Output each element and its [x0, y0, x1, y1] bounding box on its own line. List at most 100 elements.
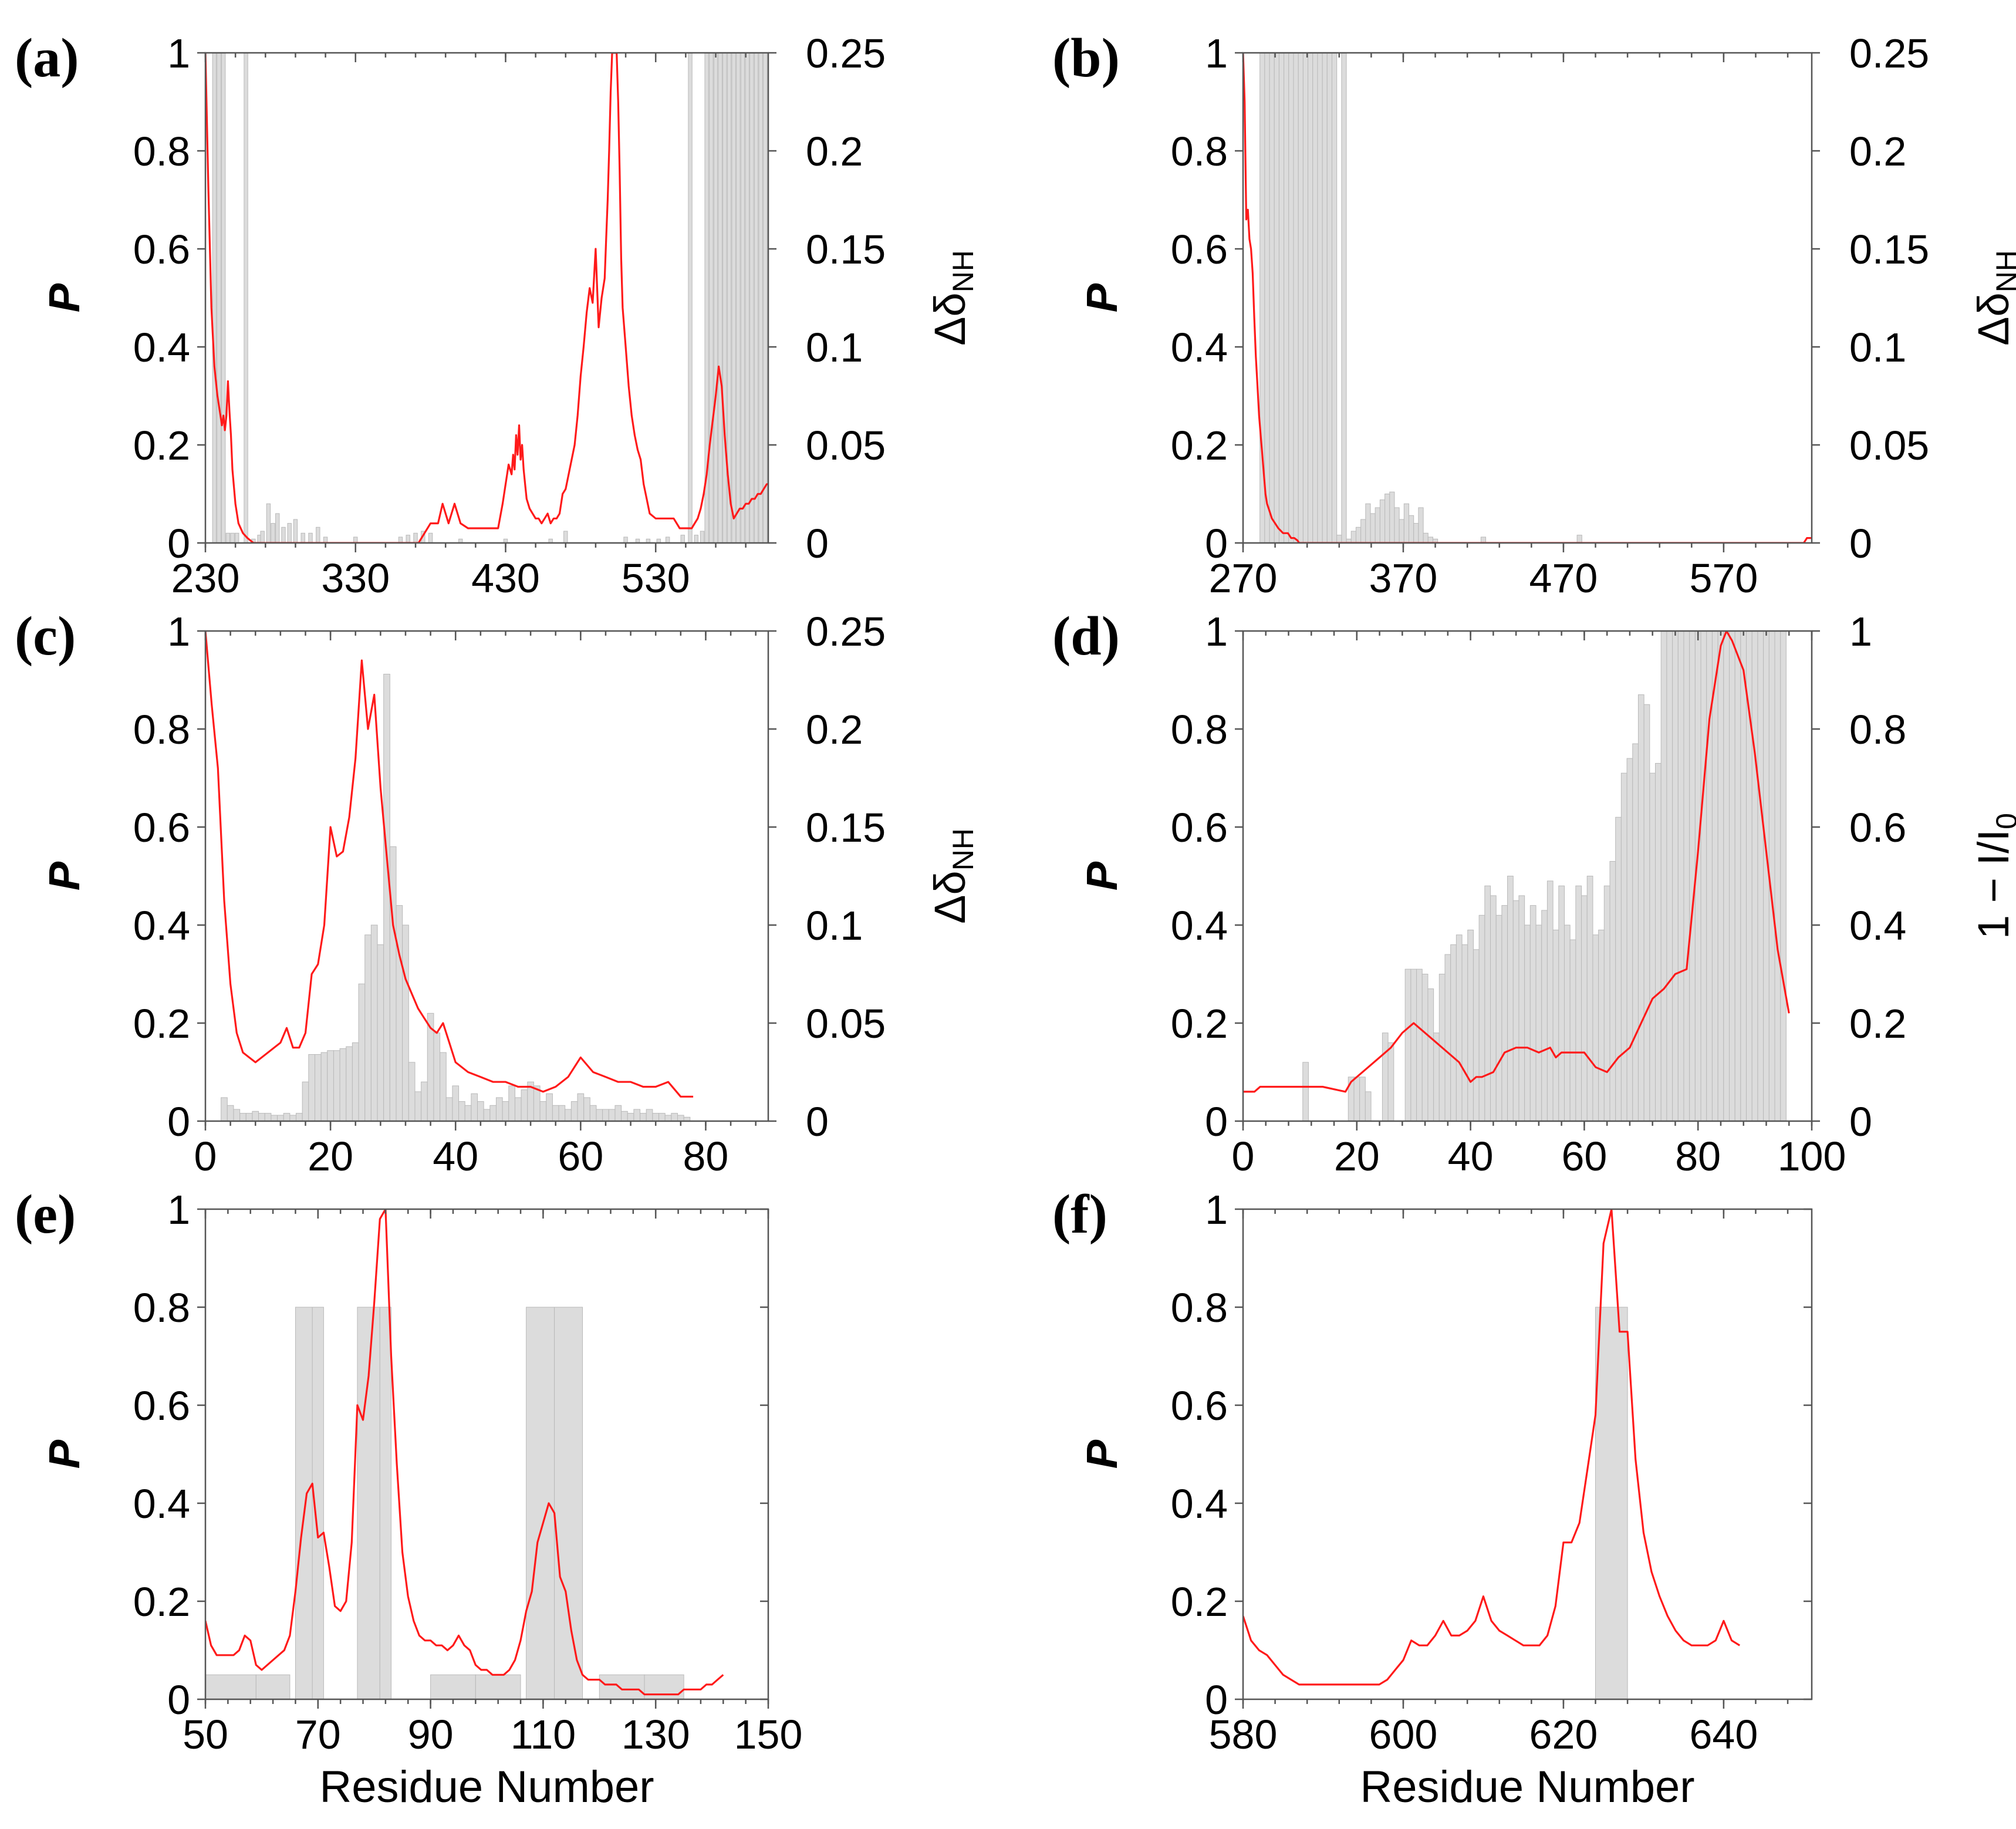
- bar: [1558, 885, 1565, 1121]
- bar: [1375, 507, 1380, 543]
- y-tick-label: 1: [1205, 31, 1228, 76]
- bar: [1293, 53, 1299, 543]
- probability-line: [205, 53, 768, 543]
- y-axis-label: P: [40, 1439, 89, 1469]
- bar: [428, 532, 433, 543]
- x-tick-label: 150: [734, 1712, 803, 1757]
- bar: [1524, 924, 1531, 1121]
- bar: [275, 513, 280, 543]
- y2-axis-label: ΔδNH: [926, 250, 980, 346]
- bar: [1576, 535, 1582, 543]
- panel-label: (b): [1052, 28, 1120, 89]
- y2-tick-label: 0: [806, 521, 829, 566]
- panel-label: (a): [15, 28, 79, 89]
- bar: [1336, 535, 1342, 543]
- bar: [489, 1105, 497, 1121]
- y-axis-label: P: [1078, 1439, 1126, 1469]
- bar: [1423, 532, 1429, 543]
- bar: [1672, 631, 1679, 1121]
- bar: [700, 531, 705, 543]
- region-block: [644, 1674, 684, 1699]
- probability-line: [1243, 53, 1812, 543]
- x-tick-label: 90: [408, 1712, 454, 1757]
- bar: [1552, 929, 1559, 1121]
- y2-tick-label: 0.4: [1849, 903, 1906, 949]
- probability-line: [205, 1209, 724, 1696]
- plot-frame: [1242, 1208, 1813, 1700]
- region-block: [1595, 1307, 1628, 1699]
- bar: [300, 532, 305, 543]
- bar: [521, 1089, 528, 1121]
- probability-line: [1243, 631, 1790, 1093]
- bar: [217, 53, 221, 543]
- y2-axis-label-subscript: 0: [1990, 813, 2016, 829]
- x-tick-label: 0: [1232, 1133, 1255, 1179]
- y2-tick-label: 0.05: [806, 423, 886, 468]
- bar: [652, 1113, 660, 1121]
- region-block: [599, 1674, 645, 1699]
- bar: [1355, 527, 1362, 543]
- y2-tick-label: 0.15: [806, 227, 886, 272]
- bar: [320, 1052, 328, 1121]
- y-tick-label: 0.6: [133, 805, 190, 851]
- bar: [1774, 631, 1781, 1121]
- bar: [302, 1081, 309, 1121]
- y2-tick-label: 0.8: [1849, 707, 1906, 752]
- x-tick-label: 80: [683, 1133, 729, 1179]
- x-tick-label: 20: [308, 1133, 353, 1179]
- y-tick-label: 0.6: [133, 227, 190, 272]
- bar: [602, 1109, 609, 1121]
- bar: [1586, 876, 1593, 1121]
- bar: [614, 1105, 622, 1121]
- bar: [1734, 631, 1741, 1121]
- bar: [745, 53, 749, 543]
- bar: [1416, 969, 1423, 1121]
- bar: [1413, 523, 1419, 543]
- bar: [680, 535, 685, 543]
- y2-tick-label: 0: [806, 1099, 829, 1145]
- x-tick-label: 110: [511, 1712, 576, 1757]
- bar: [370, 924, 378, 1121]
- panel-c: 0 20 40 60 80 0 0.2 0.4 0.6 0.8 1 0 0.05 0.1 0.15 0.2 0.…: [15, 606, 980, 1179]
- bar: [244, 53, 248, 543]
- bar: [1592, 934, 1599, 1121]
- y-tick-label: 1: [1205, 609, 1228, 654]
- bar: [1689, 631, 1696, 1121]
- bar: [1564, 924, 1571, 1121]
- region-block: [526, 1307, 555, 1699]
- bar: [754, 53, 759, 543]
- y-tick-label: 0.6: [1171, 227, 1228, 272]
- bar: [646, 1109, 653, 1121]
- y-tick-label: 0: [1205, 521, 1228, 566]
- bar: [433, 1032, 441, 1121]
- bar: [1711, 631, 1718, 1121]
- bar: [1603, 885, 1610, 1121]
- bar: [1728, 631, 1735, 1121]
- y2-tick-label: 0.1: [806, 325, 863, 370]
- y2-tick-label: 0.2: [1849, 129, 1906, 174]
- probability-line: [1243, 1209, 1741, 1686]
- bar: [221, 53, 226, 543]
- bar: [245, 1113, 253, 1121]
- bar: [1723, 631, 1730, 1121]
- bar: [389, 846, 397, 1121]
- bar: [664, 1115, 672, 1121]
- y-tick-label: 0.2: [1171, 1001, 1228, 1047]
- bar: [383, 673, 390, 1121]
- bar: [514, 1097, 522, 1121]
- bar: [271, 1115, 278, 1121]
- bar: [1365, 503, 1371, 543]
- bar: [635, 538, 640, 543]
- plot-area: [205, 1209, 724, 1699]
- y-tick-label: 0.4: [1171, 903, 1228, 949]
- bar: [1312, 53, 1318, 543]
- bar: [440, 1052, 447, 1121]
- bar: [1389, 491, 1395, 543]
- y2-axis-label-main: Δδ: [1969, 292, 2016, 346]
- panel-d: 0 20 40 60 80 10000.20.40.60.8100.20.40.60.81…: [1052, 606, 2016, 1179]
- y2-tick-label: 0.2: [806, 707, 863, 752]
- x-tick-label: 270: [1209, 555, 1278, 601]
- y-axis-label: P: [40, 861, 89, 890]
- y-tick-label: 1: [167, 609, 190, 654]
